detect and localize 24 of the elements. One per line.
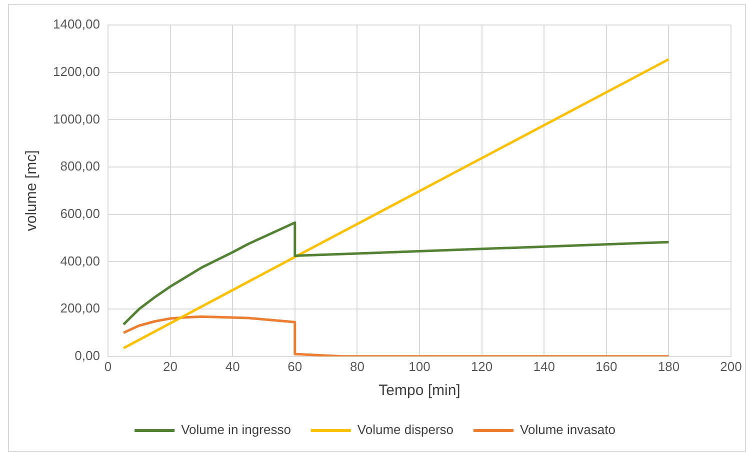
y-tick-label: 200,00 [60, 300, 100, 316]
legend-label: Volume invasato [520, 422, 616, 438]
y-tick-label: 800,00 [60, 158, 100, 174]
x-tick-label: 80 [350, 358, 364, 374]
x-tick-label: 180 [658, 358, 680, 374]
x-axis-title: Tempo [min] [378, 382, 460, 400]
y-tick-label: 1400,00 [52, 16, 100, 32]
x-tick-label: 0 [104, 358, 112, 374]
y-tick-label: 1000,00 [52, 111, 100, 126]
y-tick-label: 400,00 [60, 253, 100, 268]
x-tick-label: 100 [408, 358, 430, 374]
y-tick-label: 1200,00 [52, 64, 100, 79]
y-axis-title: volume [mc] [23, 150, 40, 232]
legend-label: Volume disperso [357, 422, 454, 438]
y-tick-label: 600,00 [60, 206, 100, 221]
x-tick-label: 160 [596, 358, 618, 374]
y-tick-label: 0,00 [74, 348, 100, 363]
x-tick-label: 40 [225, 358, 240, 374]
x-tick-label: 60 [288, 358, 302, 374]
x-tick-label: 200 [720, 358, 742, 374]
x-tick-label: 120 [470, 358, 493, 374]
x-tick-label: 140 [533, 358, 555, 374]
x-tick-label: 20 [163, 358, 178, 374]
legend-label: Volume in ingresso [181, 422, 291, 438]
